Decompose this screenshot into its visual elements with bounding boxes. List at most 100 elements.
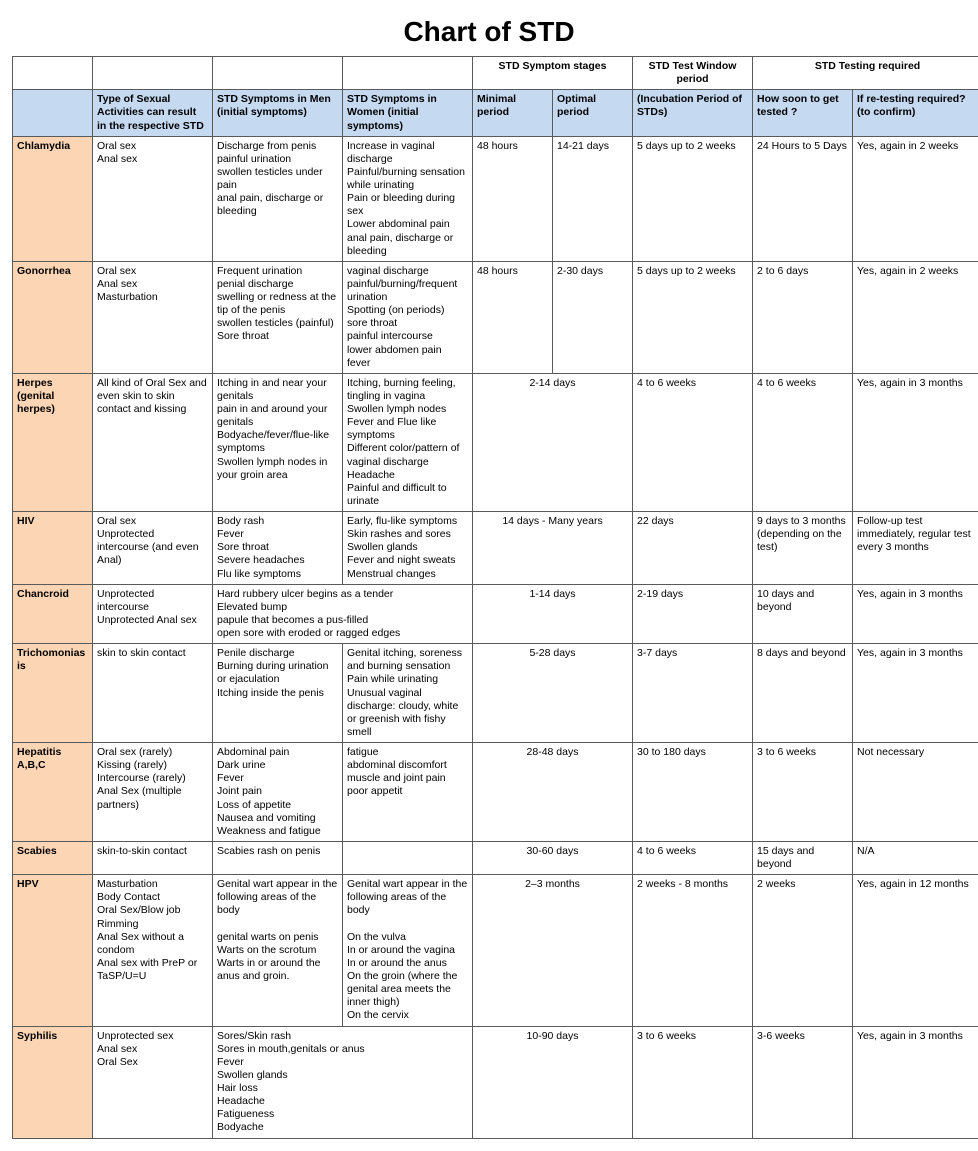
cell-activities: Oral sexUnprotected intercourse (and eve…	[93, 512, 213, 585]
cell-retest: Yes, again in 3 months	[853, 584, 978, 644]
std-name: HIV	[13, 512, 93, 585]
cell-how-soon: 2 weeks	[753, 875, 853, 1026]
blank-header	[93, 57, 213, 90]
group-symptom-stages: STD Symptom stages	[473, 57, 633, 90]
row-chancroid: Chancroid Unprotected intercourseUnprote…	[13, 584, 978, 644]
cell-retest: Yes, again in 2 weeks	[853, 136, 978, 261]
cell-men: Abdominal painDark urineFeverJoint painL…	[213, 743, 343, 842]
blank-header	[213, 57, 343, 90]
row-trichomoniasis: Trichomoniasis skin to skin contact Peni…	[13, 644, 978, 743]
cell-how-soon: 10 days and beyond	[753, 584, 853, 644]
row-hpv: HPV MasturbationBody ContactOral Sex/Blo…	[13, 875, 978, 1026]
cell-incubation: 2 weeks - 8 months	[633, 875, 753, 1026]
std-name: HPV	[13, 875, 93, 1026]
cell-period-merged: 14 days - Many years	[473, 512, 633, 585]
cell-period-merged: 5-28 days	[473, 644, 633, 743]
cell-men: Itching in and near your genitalspain in…	[213, 373, 343, 511]
cell-retest: Yes, again in 3 months	[853, 644, 978, 743]
cell-incubation: 30 to 180 days	[633, 743, 753, 842]
cell-women	[343, 841, 473, 874]
col-std-name	[13, 90, 93, 136]
std-name: Hepatitis A,B,C	[13, 743, 93, 842]
cell-how-soon: 3-6 weeks	[753, 1026, 853, 1138]
cell-retest: Yes, again in 3 months	[853, 373, 978, 511]
cell-how-soon: 3 to 6 weeks	[753, 743, 853, 842]
col-minimal: Minimal period	[473, 90, 553, 136]
cell-how-soon: 4 to 6 weeks	[753, 373, 853, 511]
blank-header	[343, 57, 473, 90]
col-activities: Type of Sexual Activities can result in …	[93, 90, 213, 136]
cell-women: Genital itching, soreness and burning se…	[343, 644, 473, 743]
cell-period-merged: 10-90 days	[473, 1026, 633, 1138]
row-scabies: Scabies skin-to-skin contact Scabies ras…	[13, 841, 978, 874]
row-chlamydia: Chlamydia Oral sexAnal sex Discharge fro…	[13, 136, 978, 261]
std-name: Herpes (genital herpes)	[13, 373, 93, 511]
row-hiv: HIV Oral sexUnprotected intercourse (and…	[13, 512, 978, 585]
cell-incubation: 4 to 6 weeks	[633, 841, 753, 874]
cell-incubation: 5 days up to 2 weeks	[633, 261, 753, 373]
std-name: Chlamydia	[13, 136, 93, 261]
cell-men: Body rashFeverSore throatSevere headache…	[213, 512, 343, 585]
std-name: Chancroid	[13, 584, 93, 644]
cell-activities: Oral sex (rarely)Kissing (rarely)Interco…	[93, 743, 213, 842]
col-retest: If re-testing required? (to confirm)	[853, 90, 978, 136]
cell-minimal: 48 hours	[473, 136, 553, 261]
cell-minimal: 48 hours	[473, 261, 553, 373]
cell-men: Penile dischargeBurning during urination…	[213, 644, 343, 743]
cell-period-merged: 28-48 days	[473, 743, 633, 842]
group-window-period: STD Test Window period	[633, 57, 753, 90]
cell-women: Increase in vaginal dischargePainful/bur…	[343, 136, 473, 261]
row-gonorrhea: Gonorrhea Oral sexAnal sexMasturbation F…	[13, 261, 978, 373]
cell-incubation: 4 to 6 weeks	[633, 373, 753, 511]
col-incubation: (Incubation Period of STDs)	[633, 90, 753, 136]
col-men: STD Symptoms in Men (initial symptoms)	[213, 90, 343, 136]
cell-activities: Unprotected intercourseUnprotected Anal …	[93, 584, 213, 644]
cell-retest: Yes, again in 12 months	[853, 875, 978, 1026]
cell-men: Discharge from penispainful urinationswo…	[213, 136, 343, 261]
cell-period-merged: 1-14 days	[473, 584, 633, 644]
cell-period-merged: 2-14 days	[473, 373, 633, 511]
cell-women: Genital wart appear in the following are…	[343, 875, 473, 1026]
cell-men: Genital wart appear in the following are…	[213, 875, 343, 1026]
column-header-row: Type of Sexual Activities can result in …	[13, 90, 978, 136]
cell-symptoms-merged: Hard rubbery ulcer begins as a tenderEle…	[213, 584, 473, 644]
std-name: Gonorrhea	[13, 261, 93, 373]
cell-women: Early, flu-like symptomsSkin rashes and …	[343, 512, 473, 585]
std-name: Trichomoniasis	[13, 644, 93, 743]
cell-incubation: 22 days	[633, 512, 753, 585]
cell-women: fatigueabdominal discomfortmuscle and jo…	[343, 743, 473, 842]
cell-activities: skin-to-skin contact	[93, 841, 213, 874]
col-optimal: Optimal period	[553, 90, 633, 136]
cell-symptoms-merged: Sores/Skin rashSores in mouth,genitals o…	[213, 1026, 473, 1138]
cell-period-merged: 2–3 months	[473, 875, 633, 1026]
cell-retest: Follow-up test immediately, regular test…	[853, 512, 978, 585]
cell-women: Itching, burning feeling, tingling in va…	[343, 373, 473, 511]
cell-incubation: 3-7 days	[633, 644, 753, 743]
page-title: Chart of STD	[12, 16, 966, 48]
cell-activities: skin to skin contact	[93, 644, 213, 743]
cell-period-merged: 30-60 days	[473, 841, 633, 874]
cell-optimal: 2-30 days	[553, 261, 633, 373]
cell-incubation: 5 days up to 2 weeks	[633, 136, 753, 261]
cell-men: Frequent urinationpenial dischargeswelli…	[213, 261, 343, 373]
group-header-row: STD Symptom stages STD Test Window perio…	[13, 57, 978, 90]
cell-how-soon: 8 days and beyond	[753, 644, 853, 743]
cell-men: Scabies rash on penis	[213, 841, 343, 874]
cell-activities: Unprotected sexAnal sexOral Sex	[93, 1026, 213, 1138]
cell-how-soon: 9 days to 3 months (depending on the tes…	[753, 512, 853, 585]
cell-activities: Oral sexAnal sexMasturbation	[93, 261, 213, 373]
std-chart-table: STD Symptom stages STD Test Window perio…	[12, 56, 978, 1139]
cell-activities: Oral sexAnal sex	[93, 136, 213, 261]
cell-incubation: 2-19 days	[633, 584, 753, 644]
std-name: Scabies	[13, 841, 93, 874]
cell-women: vaginal dischargepainful/burning/frequen…	[343, 261, 473, 373]
cell-retest: N/A	[853, 841, 978, 874]
row-herpes: Herpes (genital herpes) All kind of Oral…	[13, 373, 978, 511]
cell-incubation: 3 to 6 weeks	[633, 1026, 753, 1138]
cell-optimal: 14-21 days	[553, 136, 633, 261]
group-testing-required: STD Testing required	[753, 57, 978, 90]
row-hepatitis: Hepatitis A,B,C Oral sex (rarely)Kissing…	[13, 743, 978, 842]
cell-retest: Yes, again in 2 weeks	[853, 261, 978, 373]
row-syphilis: Syphilis Unprotected sexAnal sexOral Sex…	[13, 1026, 978, 1138]
cell-how-soon: 15 days and beyond	[753, 841, 853, 874]
